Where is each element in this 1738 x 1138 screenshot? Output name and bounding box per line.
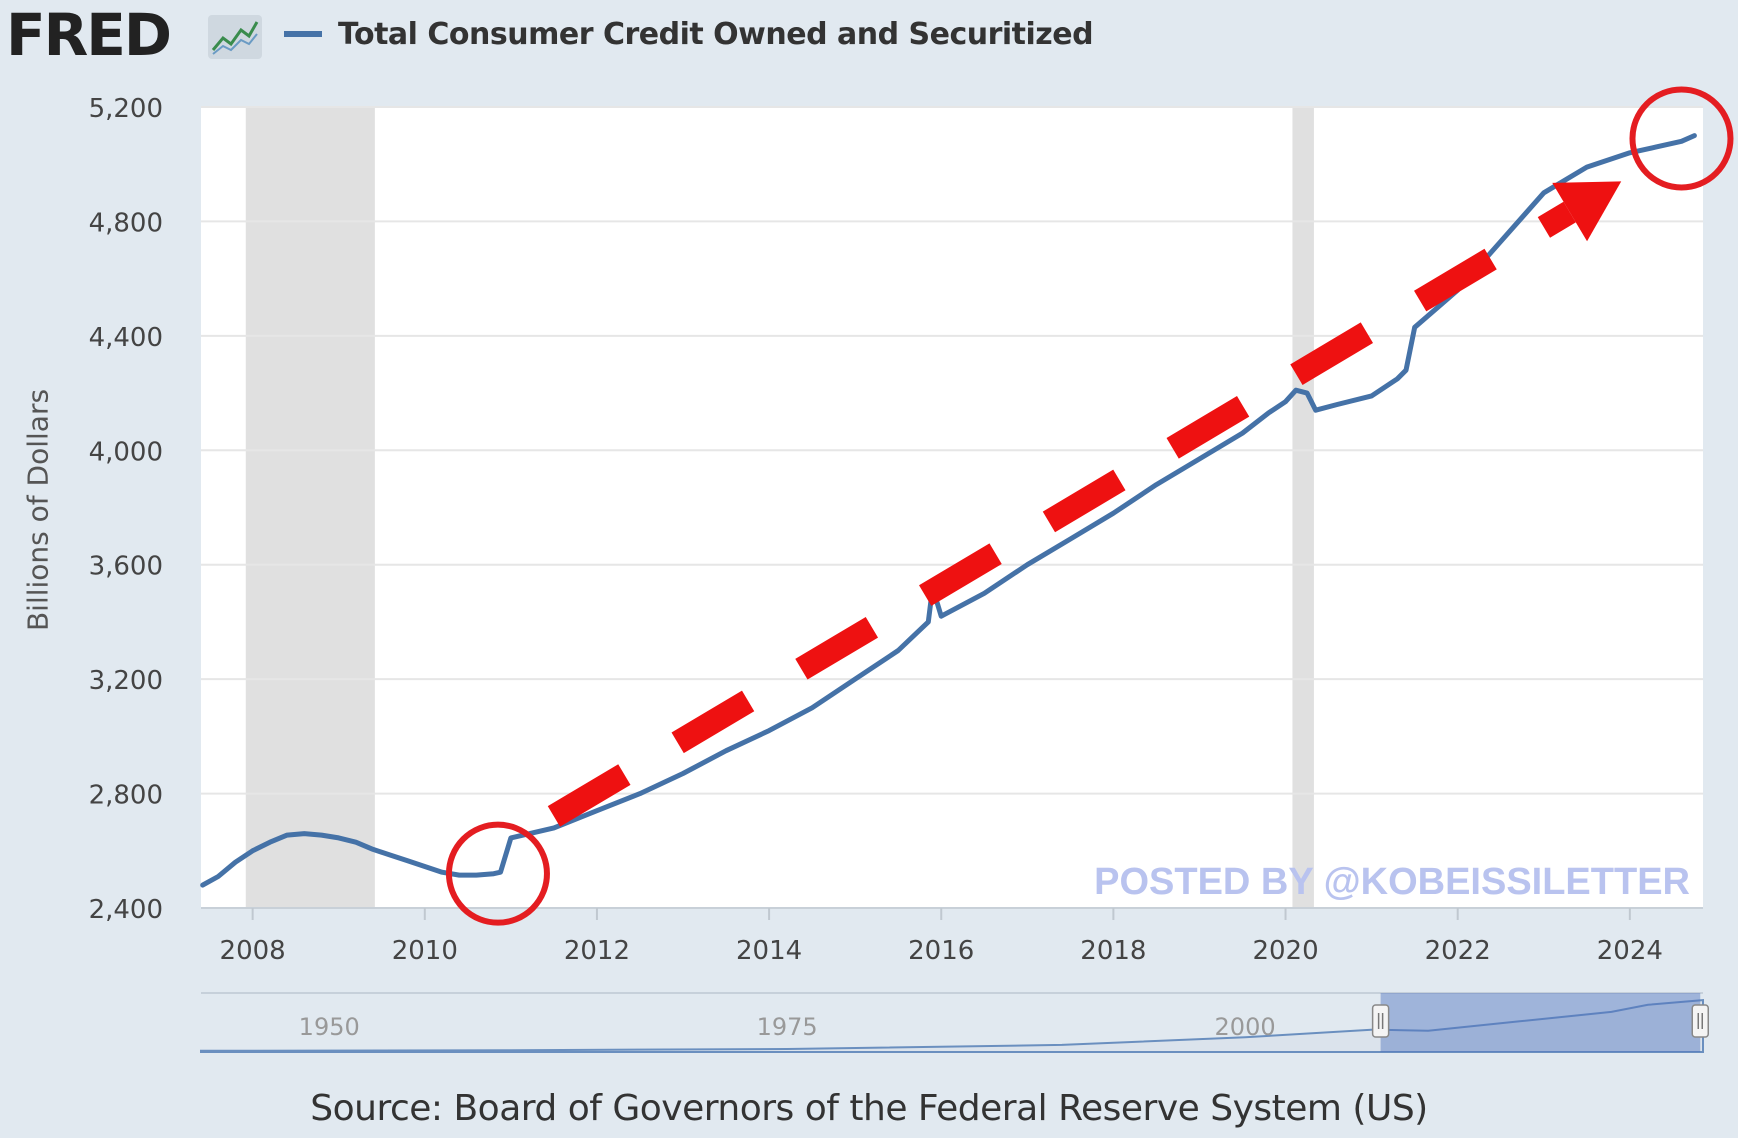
- highlight-circle: [1629, 86, 1734, 191]
- navigator-left-handle[interactable]: [1371, 1004, 1390, 1038]
- x-tick-label: 2018: [1080, 936, 1146, 966]
- watermark-text: POSTED BY @KOBEISSILETTER: [1094, 861, 1690, 903]
- x-tick-label: 2010: [392, 936, 458, 966]
- navigator-year-label: 1975: [757, 1013, 818, 1041]
- y-tick-label: 4,000: [89, 437, 163, 467]
- navigator-area: [200, 999, 1704, 1053]
- plot-area: [201, 107, 1703, 908]
- y-tick-label: 4,800: [89, 208, 163, 238]
- legend-swatch: [284, 31, 322, 37]
- recession-band: [1292, 107, 1314, 908]
- y-tick-label: 2,800: [89, 781, 163, 811]
- source-note: Source: Board of Governors of the Federa…: [310, 1088, 1428, 1129]
- x-tick-label: 2012: [564, 936, 630, 966]
- y-tick-label: 3,200: [89, 666, 163, 696]
- navigator-year-label: 1950: [299, 1013, 360, 1041]
- fred-logo[interactable]: FRED: [6, 1, 172, 69]
- y-tick-label: 3,600: [89, 552, 163, 582]
- chart-legend: Total Consumer Credit Owned and Securiti…: [284, 14, 1094, 54]
- navigator-right-handle[interactable]: [1691, 1004, 1710, 1038]
- legend-series-label[interactable]: Total Consumer Credit Owned and Securiti…: [338, 16, 1094, 52]
- y-tick-label: 2,400: [89, 895, 163, 925]
- trend-arrow-head: [1552, 181, 1622, 242]
- navigator-selection[interactable]: [1380, 993, 1701, 1052]
- trend-arrow-shaft: [547, 201, 1576, 827]
- recession-band: [245, 107, 375, 908]
- line-chart-icon: [208, 15, 262, 59]
- navigator-year-label: 2000: [1215, 1013, 1276, 1041]
- x-tick-label: 2024: [1597, 936, 1663, 966]
- x-tick-label: 2014: [736, 936, 802, 966]
- x-tick-label: 2016: [908, 936, 974, 966]
- x-tick-label: 2008: [220, 936, 286, 966]
- x-tick-label: 2020: [1252, 936, 1318, 966]
- series-line: [200, 133, 1697, 888]
- y-tick-label: 5,200: [89, 94, 163, 124]
- x-tick-label: 2022: [1425, 936, 1491, 966]
- highlight-circle: [445, 821, 550, 926]
- y-tick-label: 4,400: [89, 323, 163, 353]
